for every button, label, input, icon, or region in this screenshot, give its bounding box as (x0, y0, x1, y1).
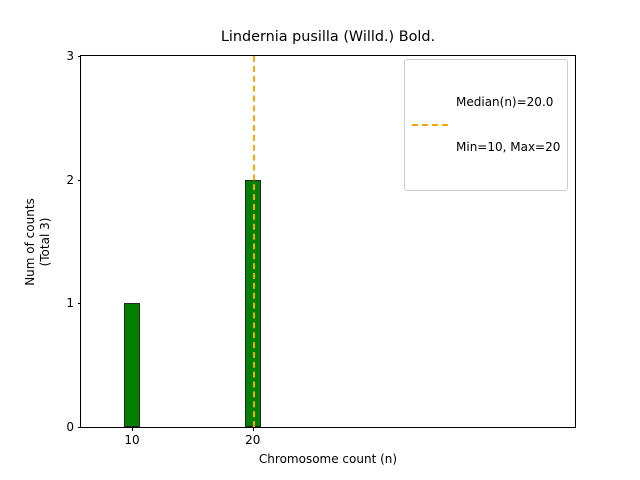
y-tick-mark-0 (77, 427, 81, 428)
median-line (252, 56, 255, 427)
y-tick-mark-3 (77, 56, 81, 57)
legend: Median(n)=20.0 Min=10, Max=20 (404, 59, 569, 191)
y-tick-mark-2 (77, 179, 81, 181)
x-tick-label-20: 20 (245, 433, 261, 447)
plot-inner (81, 56, 575, 427)
x-tick-label-10: 10 (124, 433, 140, 447)
y-axis-label-text: Num of counts (Total 3) (23, 198, 53, 286)
legend-label: Median(n)=20.0 Min=10, Max=20 (456, 65, 560, 185)
y-tick-label-0: 0 (66, 420, 74, 434)
x-tick-mark-10 (132, 427, 134, 431)
x-axis-label: Chromosome count (n) (258, 452, 398, 466)
legend-median-line-icon (412, 118, 448, 132)
x-tick-mark-20 (252, 427, 254, 431)
legend-label-line2: Min=10, Max=20 (456, 140, 561, 154)
y-tick-label-3: 3 (66, 49, 74, 63)
y-tick-label-1: 1 (66, 296, 74, 311)
y-axis-label: Num of counts (Total 3) (22, 55, 54, 428)
chart-title: Lindernia pusilla (Willd.) Bold. (220, 29, 436, 45)
legend-label-line1: Median(n)=20.0 (456, 95, 554, 109)
y-tick-label-2: 2 (66, 172, 74, 187)
y-axis-label-line2: (Total 3) (38, 217, 52, 266)
bar-n-10 (123, 303, 141, 427)
y-tick-mark-1 (77, 303, 81, 305)
y-axis-label-line1: Num of counts (23, 197, 37, 286)
